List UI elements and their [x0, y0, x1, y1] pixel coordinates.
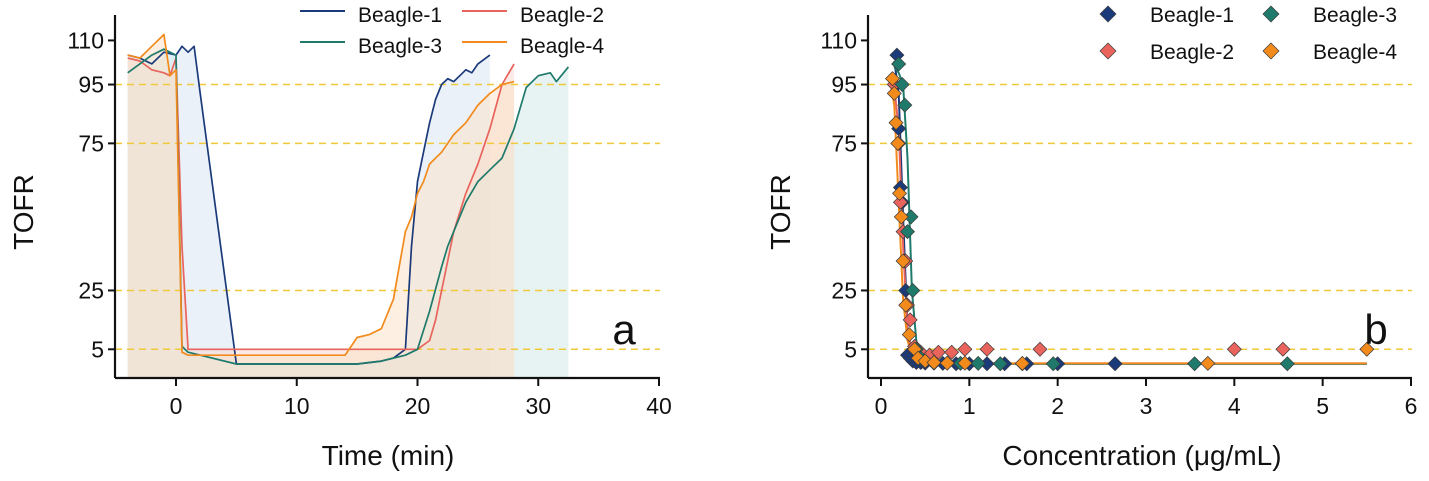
panel-a-axes	[113, 15, 660, 380]
panel-a-legend: Beagle-1 Beagle-2 Beagle-3 Beagle-4	[300, 4, 604, 58]
legend-marker-beagle-4	[1262, 42, 1280, 60]
panel-a-fills	[127, 34, 569, 379]
data-point-beagle-1	[1107, 356, 1123, 372]
data-point-beagle-2	[979, 341, 995, 357]
data-point-beagle-4	[926, 355, 942, 371]
data-point-beagle-4	[939, 355, 955, 371]
legend-label-beagle-4: Beagle-4	[1313, 41, 1397, 64]
panel-a-x-axis-label: Time (min)	[322, 440, 455, 471]
fit-curve-beagle-2	[893, 87, 1367, 365]
data-point-beagle-4	[898, 297, 914, 313]
legend-marker-beagle-2	[1099, 42, 1117, 60]
data-point-beagle-3	[894, 77, 910, 93]
panel-b-fit-curves	[888, 60, 1367, 365]
y-tick-label-110: 110	[67, 27, 104, 53]
y-tick-label-5: 5	[844, 336, 857, 362]
x-tick-label-4: 4	[1228, 393, 1241, 419]
x-tick-label-40: 40	[646, 393, 672, 419]
x-tick-label-0: 0	[170, 393, 183, 419]
data-point-beagle-2	[1226, 341, 1242, 357]
panel-a-ticks: 5 25 75 95 110 0 10 20 30 40	[67, 27, 671, 419]
legend-label-beagle-2: Beagle-2	[520, 4, 604, 27]
data-point-beagle-2	[944, 344, 960, 360]
panel-a-y-axis-label: TOFR	[8, 174, 39, 250]
x-tick-label-3: 3	[1140, 393, 1153, 419]
data-point-beagle-3	[1187, 356, 1203, 372]
legend-label-beagle-4: Beagle-4	[520, 35, 604, 58]
data-point-beagle-4	[1014, 355, 1030, 371]
x-tick-label-10: 10	[284, 393, 310, 419]
fit-curve-beagle-4	[888, 78, 1367, 365]
x-tick-label-6: 6	[1405, 393, 1418, 419]
y-tick-label-95: 95	[78, 72, 104, 98]
y-tick-label-110: 110	[820, 27, 857, 53]
data-point-beagle-4	[910, 350, 926, 366]
legend-marker-beagle-1	[1099, 5, 1117, 23]
data-point-beagle-3	[891, 56, 907, 72]
panel-b-letter: b	[1364, 306, 1387, 353]
data-point-beagle-2	[1032, 341, 1048, 357]
panel-b-axes	[866, 15, 1412, 380]
y-tick-label-25: 25	[78, 277, 104, 303]
data-point-beagle-3	[992, 356, 1008, 372]
series-line-beagle-4	[127, 33, 515, 357]
data-point-beagle-4	[893, 209, 909, 225]
x-tick-label-2: 2	[1051, 393, 1064, 419]
fit-curve-beagle-3	[893, 66, 1367, 365]
data-point-beagle-2	[1275, 341, 1291, 357]
data-point-beagle-4	[886, 85, 902, 101]
y-tick-label-75: 75	[831, 130, 857, 156]
data-point-beagle-4	[895, 253, 911, 269]
data-point-beagle-2	[930, 344, 946, 360]
panel-b-data-points	[884, 47, 1375, 372]
y-tick-label-5: 5	[91, 336, 104, 362]
data-point-beagle-4	[892, 185, 908, 201]
legend-marker-beagle-3	[1262, 5, 1280, 23]
data-point-beagle-2	[957, 341, 973, 357]
data-point-beagle-4	[901, 327, 917, 343]
data-point-beagle-4	[890, 135, 906, 151]
data-point-beagle-3	[1045, 356, 1061, 372]
panel-a-series-lines	[127, 33, 570, 365]
data-point-beagle-3	[905, 282, 921, 298]
panel-a-letter: a	[612, 306, 636, 353]
legend-label-beagle-1: Beagle-1	[1150, 4, 1234, 27]
data-point-beagle-3	[1279, 356, 1295, 372]
fit-curve-beagle-1	[893, 60, 1367, 365]
x-tick-label-20: 20	[405, 393, 431, 419]
panel-b-y-axis-label: TOFR	[765, 174, 796, 250]
y-tick-label-95: 95	[831, 72, 857, 98]
panel-b-legend: Beagle-1 Beagle-3 Beagle-2 Beagle-4	[1099, 4, 1397, 64]
x-tick-label-0: 0	[875, 393, 888, 419]
data-point-beagle-4	[888, 115, 904, 131]
panel-b-ticks: 5 25 75 95 110 0 1 2 3 4 5 6	[820, 27, 1417, 419]
data-point-beagle-4	[1359, 341, 1375, 357]
legend-label-beagle-3: Beagle-3	[1313, 4, 1397, 27]
data-point-beagle-2	[902, 312, 918, 328]
fill-area-beagle-4	[127, 34, 515, 378]
legend-label-beagle-1: Beagle-1	[358, 4, 442, 27]
series-line-beagle-1	[127, 45, 491, 365]
x-tick-label-30: 30	[525, 393, 551, 419]
y-tick-label-75: 75	[78, 130, 104, 156]
data-point-beagle-4	[884, 71, 900, 87]
y-tick-label-25: 25	[831, 277, 857, 303]
data-point-beagle-3	[897, 97, 913, 113]
data-point-beagle-3	[900, 224, 915, 240]
legend-label-beagle-2: Beagle-2	[1150, 41, 1234, 64]
data-point-beagle-4	[1200, 355, 1216, 371]
data-point-beagle-3	[970, 355, 986, 371]
fill-area-beagle-1	[127, 46, 490, 379]
panel-b-x-axis-label: Concentration (μg/mL)	[1002, 440, 1281, 471]
data-point-beagle-2	[892, 194, 908, 210]
x-tick-label-1: 1	[963, 393, 976, 419]
panel-b-reference-lines	[868, 83, 1412, 351]
x-tick-label-5: 5	[1316, 393, 1329, 419]
legend-label-beagle-3: Beagle-3	[358, 35, 442, 58]
data-point-beagle-4	[957, 355, 973, 371]
